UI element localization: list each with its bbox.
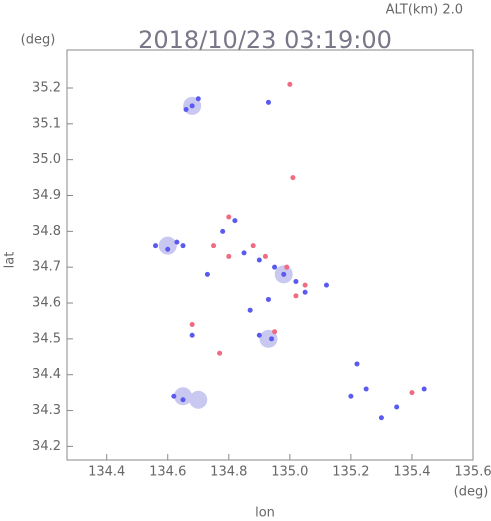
y-tick-label: 35.0 — [32, 152, 61, 167]
echo-point — [394, 404, 400, 410]
echo-point — [272, 264, 278, 270]
echo-point — [378, 415, 384, 421]
y-unit: (deg) — [21, 33, 56, 48]
echo-point — [183, 106, 189, 112]
y-tick-label: 34.5 — [32, 331, 61, 346]
x-tick-label: 134.8 — [210, 465, 247, 480]
y-axis-label: lat — [3, 252, 18, 269]
x-tick-label: 134.6 — [149, 465, 186, 480]
chart-title: 2018/10/23 03:19:00 — [138, 26, 392, 54]
echo-point — [204, 271, 210, 277]
y-tick-label: 34.9 — [32, 188, 61, 203]
echo-point — [323, 282, 329, 288]
x-tick-label: 135.2 — [332, 465, 369, 480]
echo-point — [174, 239, 180, 245]
echo-point — [259, 329, 278, 348]
y-tick-label: 35.2 — [32, 80, 61, 95]
echo-point — [272, 329, 278, 335]
y-tick-label: 35.1 — [32, 116, 61, 131]
echo-point — [348, 393, 354, 399]
echo-point — [165, 246, 171, 252]
echo-point — [363, 386, 369, 392]
echo-point — [189, 390, 208, 409]
echo-point — [293, 279, 299, 285]
echo-point — [256, 257, 262, 263]
echo-point — [269, 336, 275, 342]
echo-point — [293, 293, 299, 299]
echo-point — [284, 264, 290, 270]
echo-point — [232, 218, 238, 224]
echo-point — [226, 214, 232, 220]
x-tick-label: 134.4 — [88, 465, 125, 480]
echo-point — [290, 175, 296, 181]
y-tick-label: 34.8 — [32, 224, 61, 239]
echo-point — [217, 350, 223, 356]
x-tick-label: 135.0 — [271, 465, 308, 480]
echo-point — [153, 243, 159, 249]
y-tick-label: 34.6 — [32, 296, 61, 311]
echo-point — [302, 289, 308, 295]
echo-point — [247, 307, 253, 313]
echo-point — [281, 271, 287, 277]
x-tick-label: 135.4 — [393, 465, 430, 480]
echo-point — [195, 96, 201, 102]
echo-point — [189, 332, 195, 338]
y-tick-label: 34.4 — [32, 367, 61, 382]
echo-point — [158, 236, 177, 255]
plot-frame — [66, 49, 474, 461]
echo-point — [226, 253, 232, 259]
echo-point — [265, 99, 271, 105]
echo-point — [265, 296, 271, 302]
echo-point — [180, 243, 186, 249]
x-tick-label: 135.6 — [454, 465, 491, 480]
echo-point — [174, 387, 192, 406]
y-tick-label: 34.7 — [32, 260, 61, 275]
echo-point — [189, 103, 195, 109]
altitude-label: ALT(km) 2.0 — [386, 3, 463, 18]
echo-point — [220, 228, 226, 234]
echo-point — [189, 322, 195, 328]
echo-point — [241, 250, 247, 256]
echo-point — [302, 282, 308, 288]
echo-point — [354, 361, 360, 367]
echo-point — [171, 393, 177, 399]
echo-point — [287, 81, 293, 87]
echo-point — [409, 390, 415, 396]
echo-point — [211, 243, 217, 249]
x-unit: (deg) — [454, 485, 489, 500]
echo-point — [262, 253, 268, 259]
echo-point — [421, 386, 427, 392]
echo-point — [250, 243, 256, 249]
x-axis-label: lon — [255, 506, 275, 521]
y-tick-label: 34.3 — [32, 403, 61, 418]
echo-point — [256, 332, 262, 338]
echo-point — [180, 397, 186, 403]
y-tick-label: 34.2 — [32, 439, 61, 454]
